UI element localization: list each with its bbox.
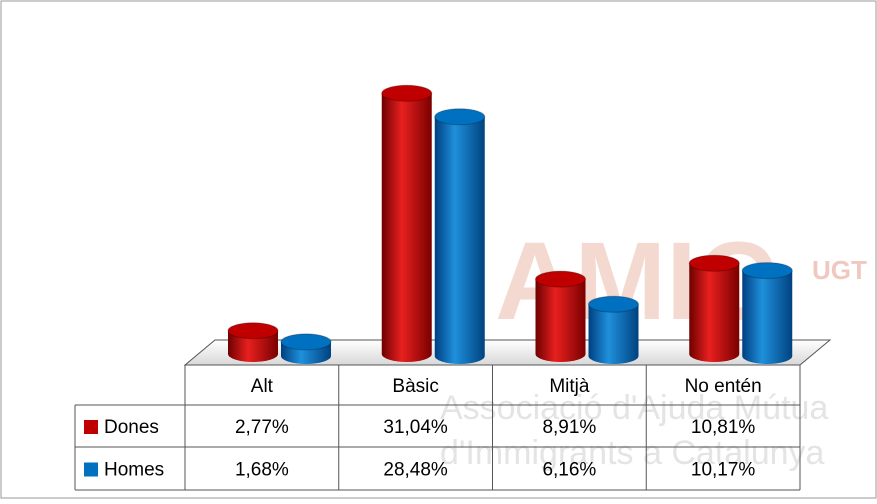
bar-top [588,295,639,313]
value-label: 8,91% [542,417,596,438]
legend-label: Dones [104,417,159,438]
bar-body [228,330,278,362]
bar-top [741,262,793,280]
bar-body [689,263,740,362]
watermark-ugt: UGT [812,255,867,285]
watermark-text: Associació d'Ajuda Mútua [440,389,828,427]
legend-swatch [84,462,98,477]
value-label: 10,17% [691,460,756,481]
watermark-text: d'Immigrants a Catalunya [440,434,825,472]
bar-top [280,333,332,351]
bar-body [434,116,485,364]
category-label: Bàsic [392,376,438,397]
category-label: Mitjà [549,376,590,397]
value-label: 10,81% [691,417,756,438]
bar-body [588,304,639,364]
bar-top [434,108,486,126]
value-label: 1,68% [235,460,289,481]
bar-top [227,322,279,340]
data-table: Alt Bàsic Mitjà No entén Dones 2,77% 31,04% 8,9… [74,364,801,491]
value-label: 31,04% [383,417,448,438]
value-label: 28,48% [383,460,448,481]
bar-body [742,270,793,364]
bar-top [381,84,433,102]
value-label: 6,16% [542,460,596,481]
bar-top [535,270,586,288]
bar-body [535,279,586,362]
category-label: No entén [685,376,762,397]
category-label: Alt [251,376,274,397]
value-label: 2,77% [235,417,289,438]
legend-label: Homes [104,460,164,481]
bar-top [688,254,740,272]
bars [227,84,793,364]
bar-body [381,93,432,362]
legend-swatch [84,420,98,434]
